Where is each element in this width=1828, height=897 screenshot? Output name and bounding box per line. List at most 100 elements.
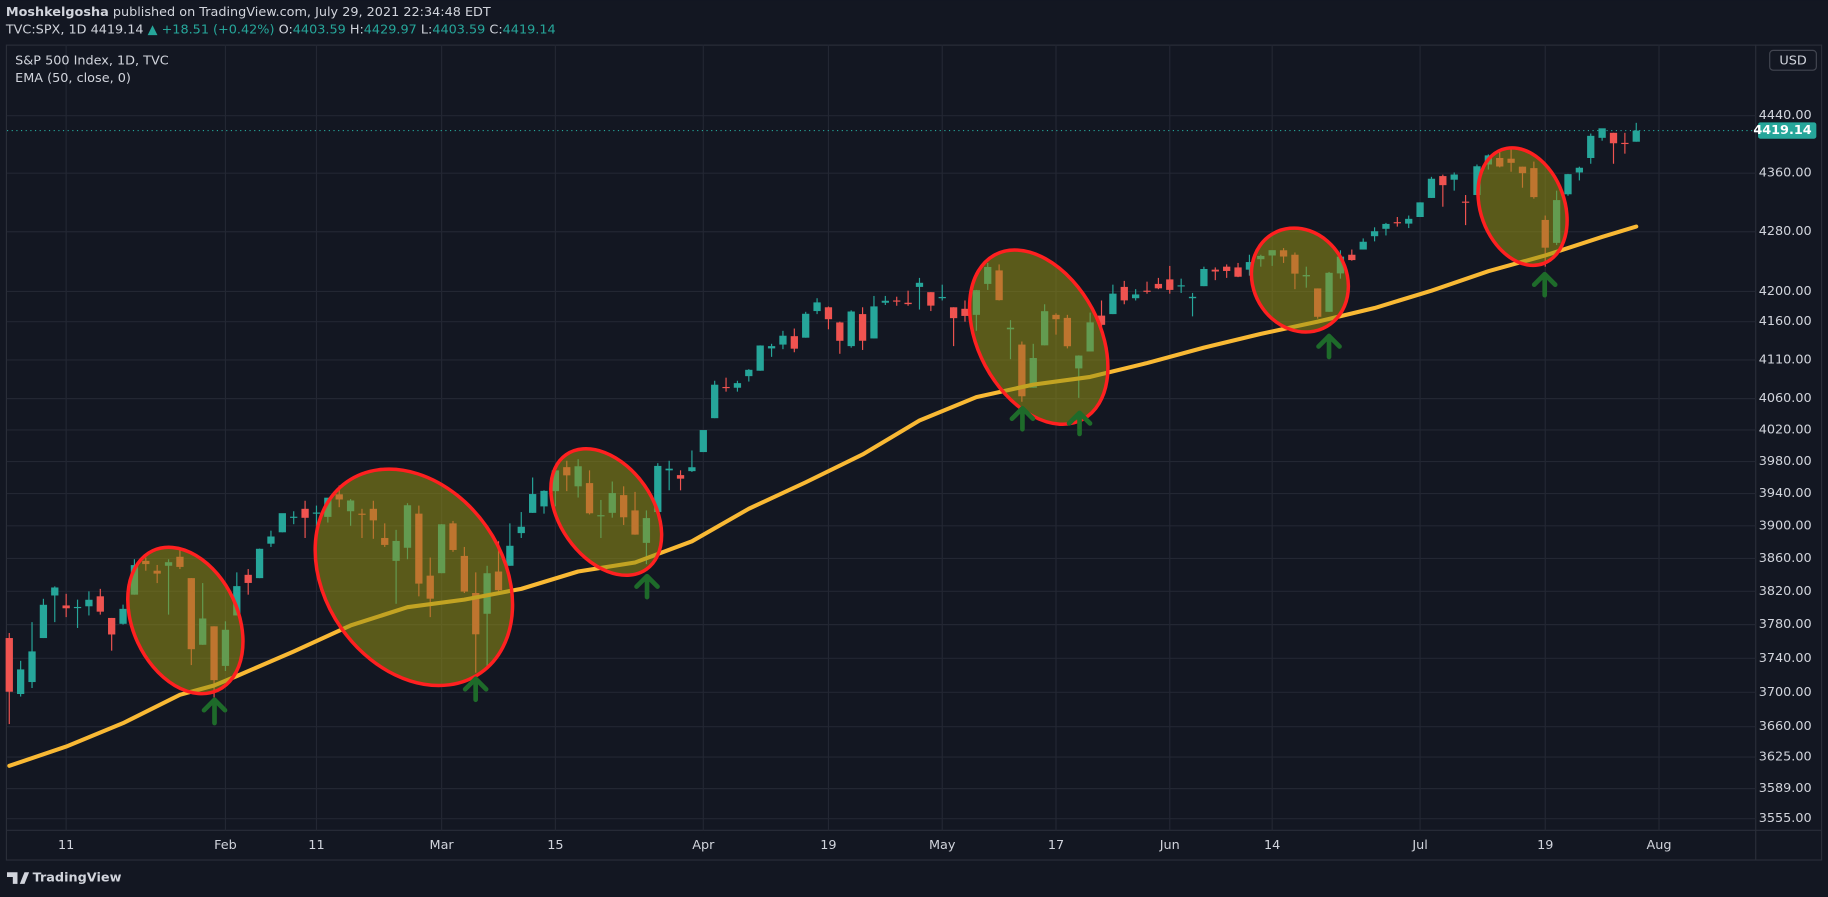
candle-body <box>711 384 719 419</box>
up-arrow <box>1009 405 1036 432</box>
candle-body <box>506 545 514 566</box>
candle-body <box>1416 202 1424 218</box>
last-price-box <box>1758 122 1817 139</box>
candle-body <box>722 386 730 389</box>
up-arrow <box>201 697 228 726</box>
x-tick-label: 19 <box>820 838 836 853</box>
panel-border <box>5 44 1823 861</box>
candle-body <box>1405 218 1413 224</box>
candle-body <box>73 606 82 609</box>
logo: TradingView <box>6 871 122 886</box>
y-tick-label: 3780.00 <box>1759 617 1812 632</box>
candle-body <box>927 292 935 306</box>
x-tick-label: 14 <box>1264 838 1280 853</box>
ohlc-value: 4419.14 <box>503 22 556 37</box>
ohlc-label: C: <box>489 22 502 37</box>
y-tick-label: 3860.00 <box>1759 551 1812 566</box>
candle-body <box>1575 167 1584 173</box>
candle-body <box>1598 128 1606 138</box>
candle-body <box>1223 266 1231 271</box>
candle-body <box>1621 142 1629 145</box>
y-tick-label: 4110.00 <box>1759 352 1812 367</box>
candle-body <box>62 605 70 609</box>
candle-body <box>39 604 48 639</box>
x-tick-label: 11 <box>58 838 74 853</box>
candle-body <box>1370 231 1379 237</box>
y-tick-label: 4020.00 <box>1759 422 1812 437</box>
candle-body <box>244 574 252 583</box>
ellipse <box>967 248 1110 427</box>
candle-body <box>665 468 673 471</box>
candle-body <box>108 617 116 635</box>
candle-body <box>1587 135 1595 158</box>
y-tick-label: 4160.00 <box>1759 314 1812 329</box>
candle-body <box>1109 293 1117 315</box>
y-tick-label: 3940.00 <box>1759 486 1812 501</box>
candle-body <box>1177 285 1185 287</box>
candle-body <box>745 369 753 377</box>
candle-body <box>1188 296 1197 299</box>
candle-body <box>915 282 924 287</box>
candle-body <box>1382 223 1390 229</box>
candle-body <box>1609 132 1618 144</box>
y-tick-label: 3555.00 <box>1759 811 1812 826</box>
y-tick-label: 3900.00 <box>1759 518 1812 533</box>
x-tick-label: Jun <box>1159 838 1180 853</box>
candle-body <box>540 490 548 507</box>
y-tick-label: 3980.00 <box>1759 454 1812 469</box>
candle-body <box>699 430 707 453</box>
y-tick-label: 4440.00 <box>1759 108 1812 123</box>
y-tick-label: 3820.00 <box>1759 584 1812 599</box>
y-tick-label: 3625.00 <box>1759 750 1812 765</box>
candle-body <box>858 314 867 341</box>
candle-body <box>1359 241 1367 250</box>
ellipse <box>126 545 245 696</box>
change: +18.51 (+0.42%) <box>162 22 275 37</box>
x-tick-label: Apr <box>692 838 715 853</box>
chart-title: S&P 500 Index, 1D, TVC <box>15 53 169 68</box>
x-tick-label: Aug <box>1646 838 1671 853</box>
y-tick-label: 3589.00 <box>1759 781 1812 796</box>
candle-body <box>961 308 969 316</box>
highlight-ellipses <box>126 146 1569 696</box>
y-tick-label: 4360.00 <box>1759 166 1812 181</box>
candle-body <box>1154 283 1163 289</box>
candle-body <box>893 300 901 302</box>
candle-body <box>1450 174 1458 180</box>
ellipse <box>549 447 664 578</box>
candle-body <box>802 313 810 338</box>
candle-body <box>267 536 275 544</box>
candle-body <box>938 296 946 299</box>
x-tick-label: 17 <box>1048 838 1064 853</box>
logo-icon <box>6 872 30 884</box>
up-arrow <box>634 573 660 600</box>
candle-body <box>1427 178 1436 198</box>
up-arrow <box>1531 271 1558 298</box>
ellipse <box>313 467 515 688</box>
candle-body <box>824 307 833 320</box>
header-line: Moshkelgosha published on TradingView.co… <box>6 4 491 19</box>
candle-body <box>1439 176 1447 186</box>
candle-body <box>1348 254 1356 261</box>
candle-body <box>1245 262 1254 270</box>
quote-line: TVC:SPX, 1D 4419.14 ▲ +18.51 (+0.42%) O:… <box>5 22 556 37</box>
candle-body <box>278 513 286 533</box>
candle-body <box>5 638 13 692</box>
currency-box <box>1769 49 1817 71</box>
last: 4419.14 <box>91 22 144 37</box>
candle-body <box>676 475 685 479</box>
last-price-label: 4419.14 <box>1753 123 1811 138</box>
candle-body <box>1200 268 1208 287</box>
candle-body <box>517 526 525 534</box>
author: Moshkelgosha <box>6 4 109 19</box>
candle-body <box>779 335 787 345</box>
x-tick-label: 15 <box>547 838 563 853</box>
legend-ema: EMA (50, close, 0) <box>15 71 131 86</box>
candle-body <box>290 516 298 518</box>
candle-body <box>528 494 537 513</box>
candle-body <box>119 608 127 624</box>
candle-body <box>1234 267 1242 277</box>
